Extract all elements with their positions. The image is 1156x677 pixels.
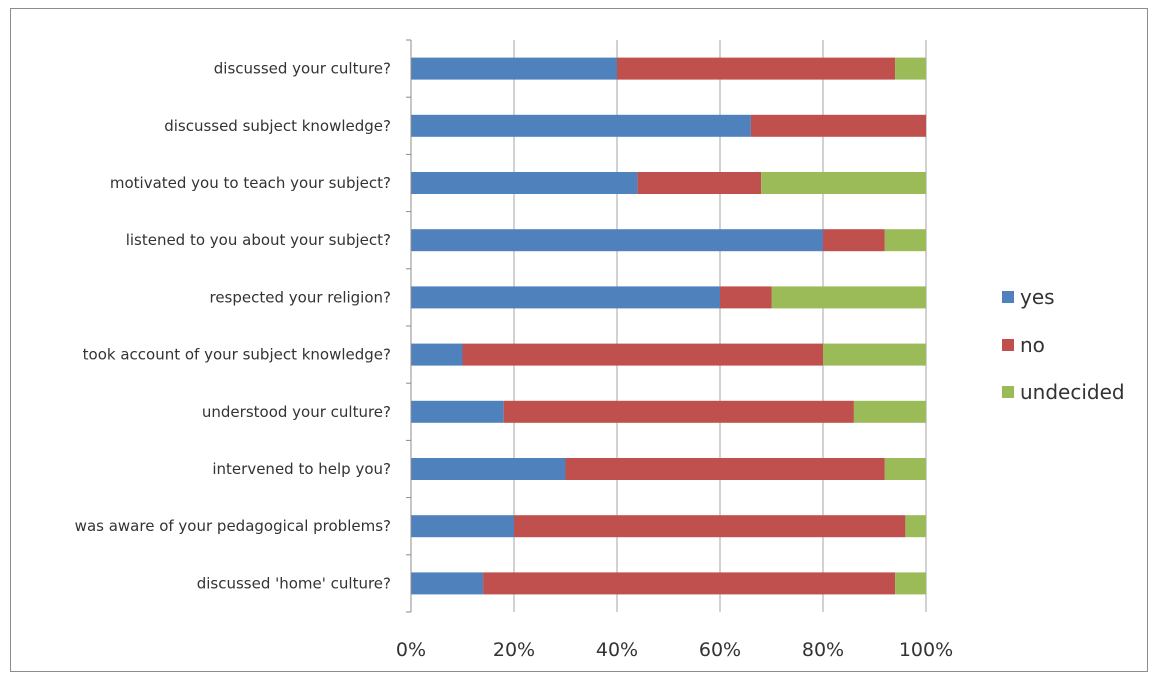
legend-label: no — [1020, 333, 1045, 357]
bar-segment-no — [462, 343, 823, 366]
bar-segment-undecided — [905, 515, 926, 538]
bar-segment-yes — [411, 515, 514, 538]
bar-segment-no — [617, 57, 896, 80]
bar-segment-yes — [411, 229, 823, 252]
x-tick-label: 80% — [802, 639, 844, 661]
x-tick-label: 40% — [596, 639, 638, 661]
bar-segment-undecided — [895, 57, 926, 80]
category-label: was aware of your pedagogical problems? — [75, 517, 391, 535]
category-label: took account of your subject knowledge? — [83, 346, 391, 364]
bar-segment-yes — [411, 57, 617, 80]
x-tick-labels: 0% 20% 40% 60% 80% 100% — [396, 639, 953, 661]
legend: yes no undecided — [1002, 285, 1125, 404]
bar-segment-undecided — [853, 400, 926, 423]
bar-segment-no — [483, 572, 896, 595]
category-label: intervened to help you? — [212, 460, 391, 478]
bar-segment-no — [637, 172, 762, 194]
legend-label: yes — [1020, 285, 1055, 309]
bar-segment-yes — [411, 400, 504, 423]
legend-swatch-undecided — [1002, 386, 1014, 398]
bar-segment-undecided — [884, 458, 926, 480]
legend-swatch-no — [1002, 339, 1014, 351]
legend-label: undecided — [1020, 380, 1125, 404]
x-tick-label: 60% — [699, 639, 741, 661]
bar-segment-undecided — [884, 229, 926, 252]
bar-segment-undecided — [895, 572, 926, 595]
axes — [406, 39, 412, 613]
bars — [411, 57, 926, 595]
bar-segment-no — [750, 114, 926, 137]
bar-segment-undecided — [771, 286, 926, 309]
bar-segment-yes — [411, 458, 566, 480]
bar-segment-undecided — [823, 343, 926, 366]
category-labels: discussed your culture? discussed subject… — [75, 60, 391, 593]
category-label: understood your culture? — [202, 403, 391, 421]
bar-segment-yes — [411, 172, 638, 194]
category-label: discussed 'home' culture? — [197, 574, 391, 592]
bar-segment-no — [503, 400, 854, 423]
category-label: respected your religion? — [209, 288, 391, 306]
bar-segment-yes — [411, 286, 720, 309]
x-tick-label: 0% — [396, 639, 426, 661]
bar-segment-yes — [411, 114, 751, 137]
x-tick-label: 20% — [493, 639, 535, 661]
category-label: listened to you about your subject? — [126, 231, 391, 249]
category-label: discussed subject knowledge? — [164, 117, 391, 135]
bar-segment-no — [823, 229, 885, 252]
bar-segment-yes — [411, 343, 463, 366]
bar-segment-yes — [411, 572, 484, 595]
bar-segment-no — [514, 515, 906, 538]
x-tick-label: 100% — [899, 639, 953, 661]
bar-segment-undecided — [761, 172, 926, 194]
category-label: motivated you to teach your subject? — [110, 174, 391, 192]
bar-segment-no — [565, 458, 885, 480]
category-label: discussed your culture? — [214, 60, 391, 78]
legend-swatch-yes — [1002, 291, 1014, 303]
bar-segment-no — [720, 286, 772, 309]
